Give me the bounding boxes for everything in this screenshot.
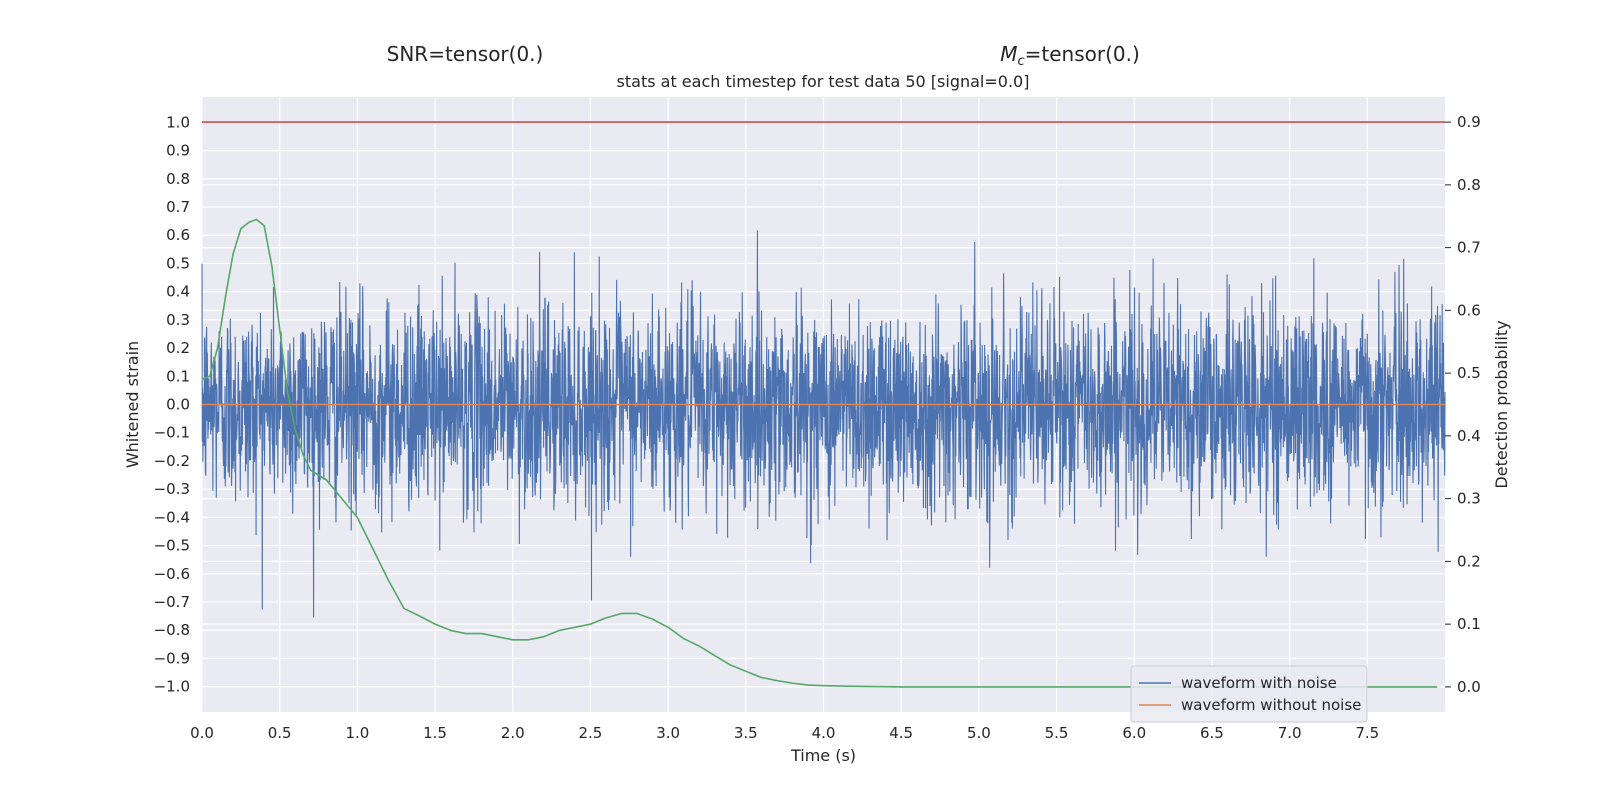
y-tick-label: 0.6	[166, 226, 190, 244]
y-tick-label: 0.3	[166, 311, 190, 329]
x-tick-label: 7.5	[1355, 724, 1379, 742]
y-tick-label: −0.2	[154, 452, 190, 470]
snr-label: SNR=tensor(0.)	[387, 42, 544, 66]
y-tick-label: 0.1	[166, 367, 190, 385]
y2-tick-label: 0.5	[1457, 364, 1481, 382]
y-tick-label: −0.1	[154, 424, 190, 442]
y-tick-label: 0.4	[166, 283, 190, 301]
x-tick-label: 0.5	[268, 724, 292, 742]
legend-label: waveform without noise	[1181, 696, 1361, 714]
y2-axis-label: Detection probability	[1492, 320, 1511, 488]
y-tick-label: 0.5	[166, 254, 190, 272]
x-tick-label: 4.0	[812, 724, 836, 742]
y-tick-label: 0.8	[166, 170, 190, 188]
y2-tick-label: 0.3	[1457, 490, 1481, 508]
y-tick-label: −0.9	[154, 649, 190, 667]
axes: 0.0 0.5 1.0 1.5 2.0 2.5 3.0 3.5 4.0 4.5 5.0 5.5 6.0 6…	[154, 113, 1481, 742]
x-tick-label: 3.5	[734, 724, 758, 742]
y-tick-label: 0.2	[166, 339, 190, 357]
mc-label: Mc=tensor(0.)	[1000, 42, 1140, 69]
legend-label: waveform with noise	[1181, 674, 1337, 692]
y-tick-label: −0.4	[154, 508, 190, 526]
x-tick-label: 4.5	[889, 724, 913, 742]
y2-tick-label: 0.0	[1457, 678, 1481, 696]
x-axis-label: Time (s)	[790, 746, 856, 765]
x-tick-label: 2.0	[501, 724, 525, 742]
legend-box	[1130, 665, 1368, 723]
x-tick-label: 0.0	[190, 724, 214, 742]
x-tick-label: 6.0	[1122, 724, 1146, 742]
y2-tick-label: 0.7	[1457, 239, 1481, 257]
x-tick-label: 1.5	[423, 724, 447, 742]
series-detection-probability	[201, 218, 1438, 688]
y-tick-label: 0.9	[166, 142, 190, 160]
x-tick-label: 6.5	[1200, 724, 1224, 742]
series-waveform-with-noise	[201, 230, 1446, 618]
chart-title: stats at each timestep for test data 50 …	[617, 72, 1030, 91]
x-tick-label: 1.0	[345, 724, 369, 742]
legend: waveform with noise waveform without nois…	[1130, 665, 1368, 723]
y2-tick-label: 0.6	[1457, 301, 1481, 319]
y2-tick-label: 0.8	[1457, 176, 1481, 194]
y-axis-label: Whitened strain	[123, 341, 142, 468]
y-tick-label: −0.5	[154, 537, 190, 555]
y-tick-label: −1.0	[154, 678, 190, 696]
x-tick-label: 7.0	[1278, 724, 1302, 742]
series-layer	[201, 121, 1446, 688]
y2-tick-label: 0.4	[1457, 427, 1481, 445]
x-tick-label: 3.0	[656, 724, 680, 742]
y-tick-label: 0.7	[166, 198, 190, 216]
y-tick-label: 1.0	[166, 113, 190, 131]
y-tick-label: −0.7	[154, 593, 190, 611]
y2-tick-label: 0.2	[1457, 552, 1481, 570]
y2-tick-label: 0.9	[1457, 113, 1481, 131]
y-tick-label: 0.0	[166, 396, 190, 414]
y-tick-label: −0.8	[154, 621, 190, 639]
y-tick-label: −0.6	[154, 565, 190, 583]
x-tick-label: 5.0	[967, 724, 991, 742]
y-tick-label: −0.3	[154, 480, 190, 498]
y2-tick-label: 0.1	[1457, 615, 1481, 633]
header: SNR=tensor(0.) Mc=tensor(0.) stats at ea…	[387, 42, 1140, 91]
x-tick-label: 2.5	[579, 724, 603, 742]
x-tick-label: 5.5	[1045, 724, 1069, 742]
